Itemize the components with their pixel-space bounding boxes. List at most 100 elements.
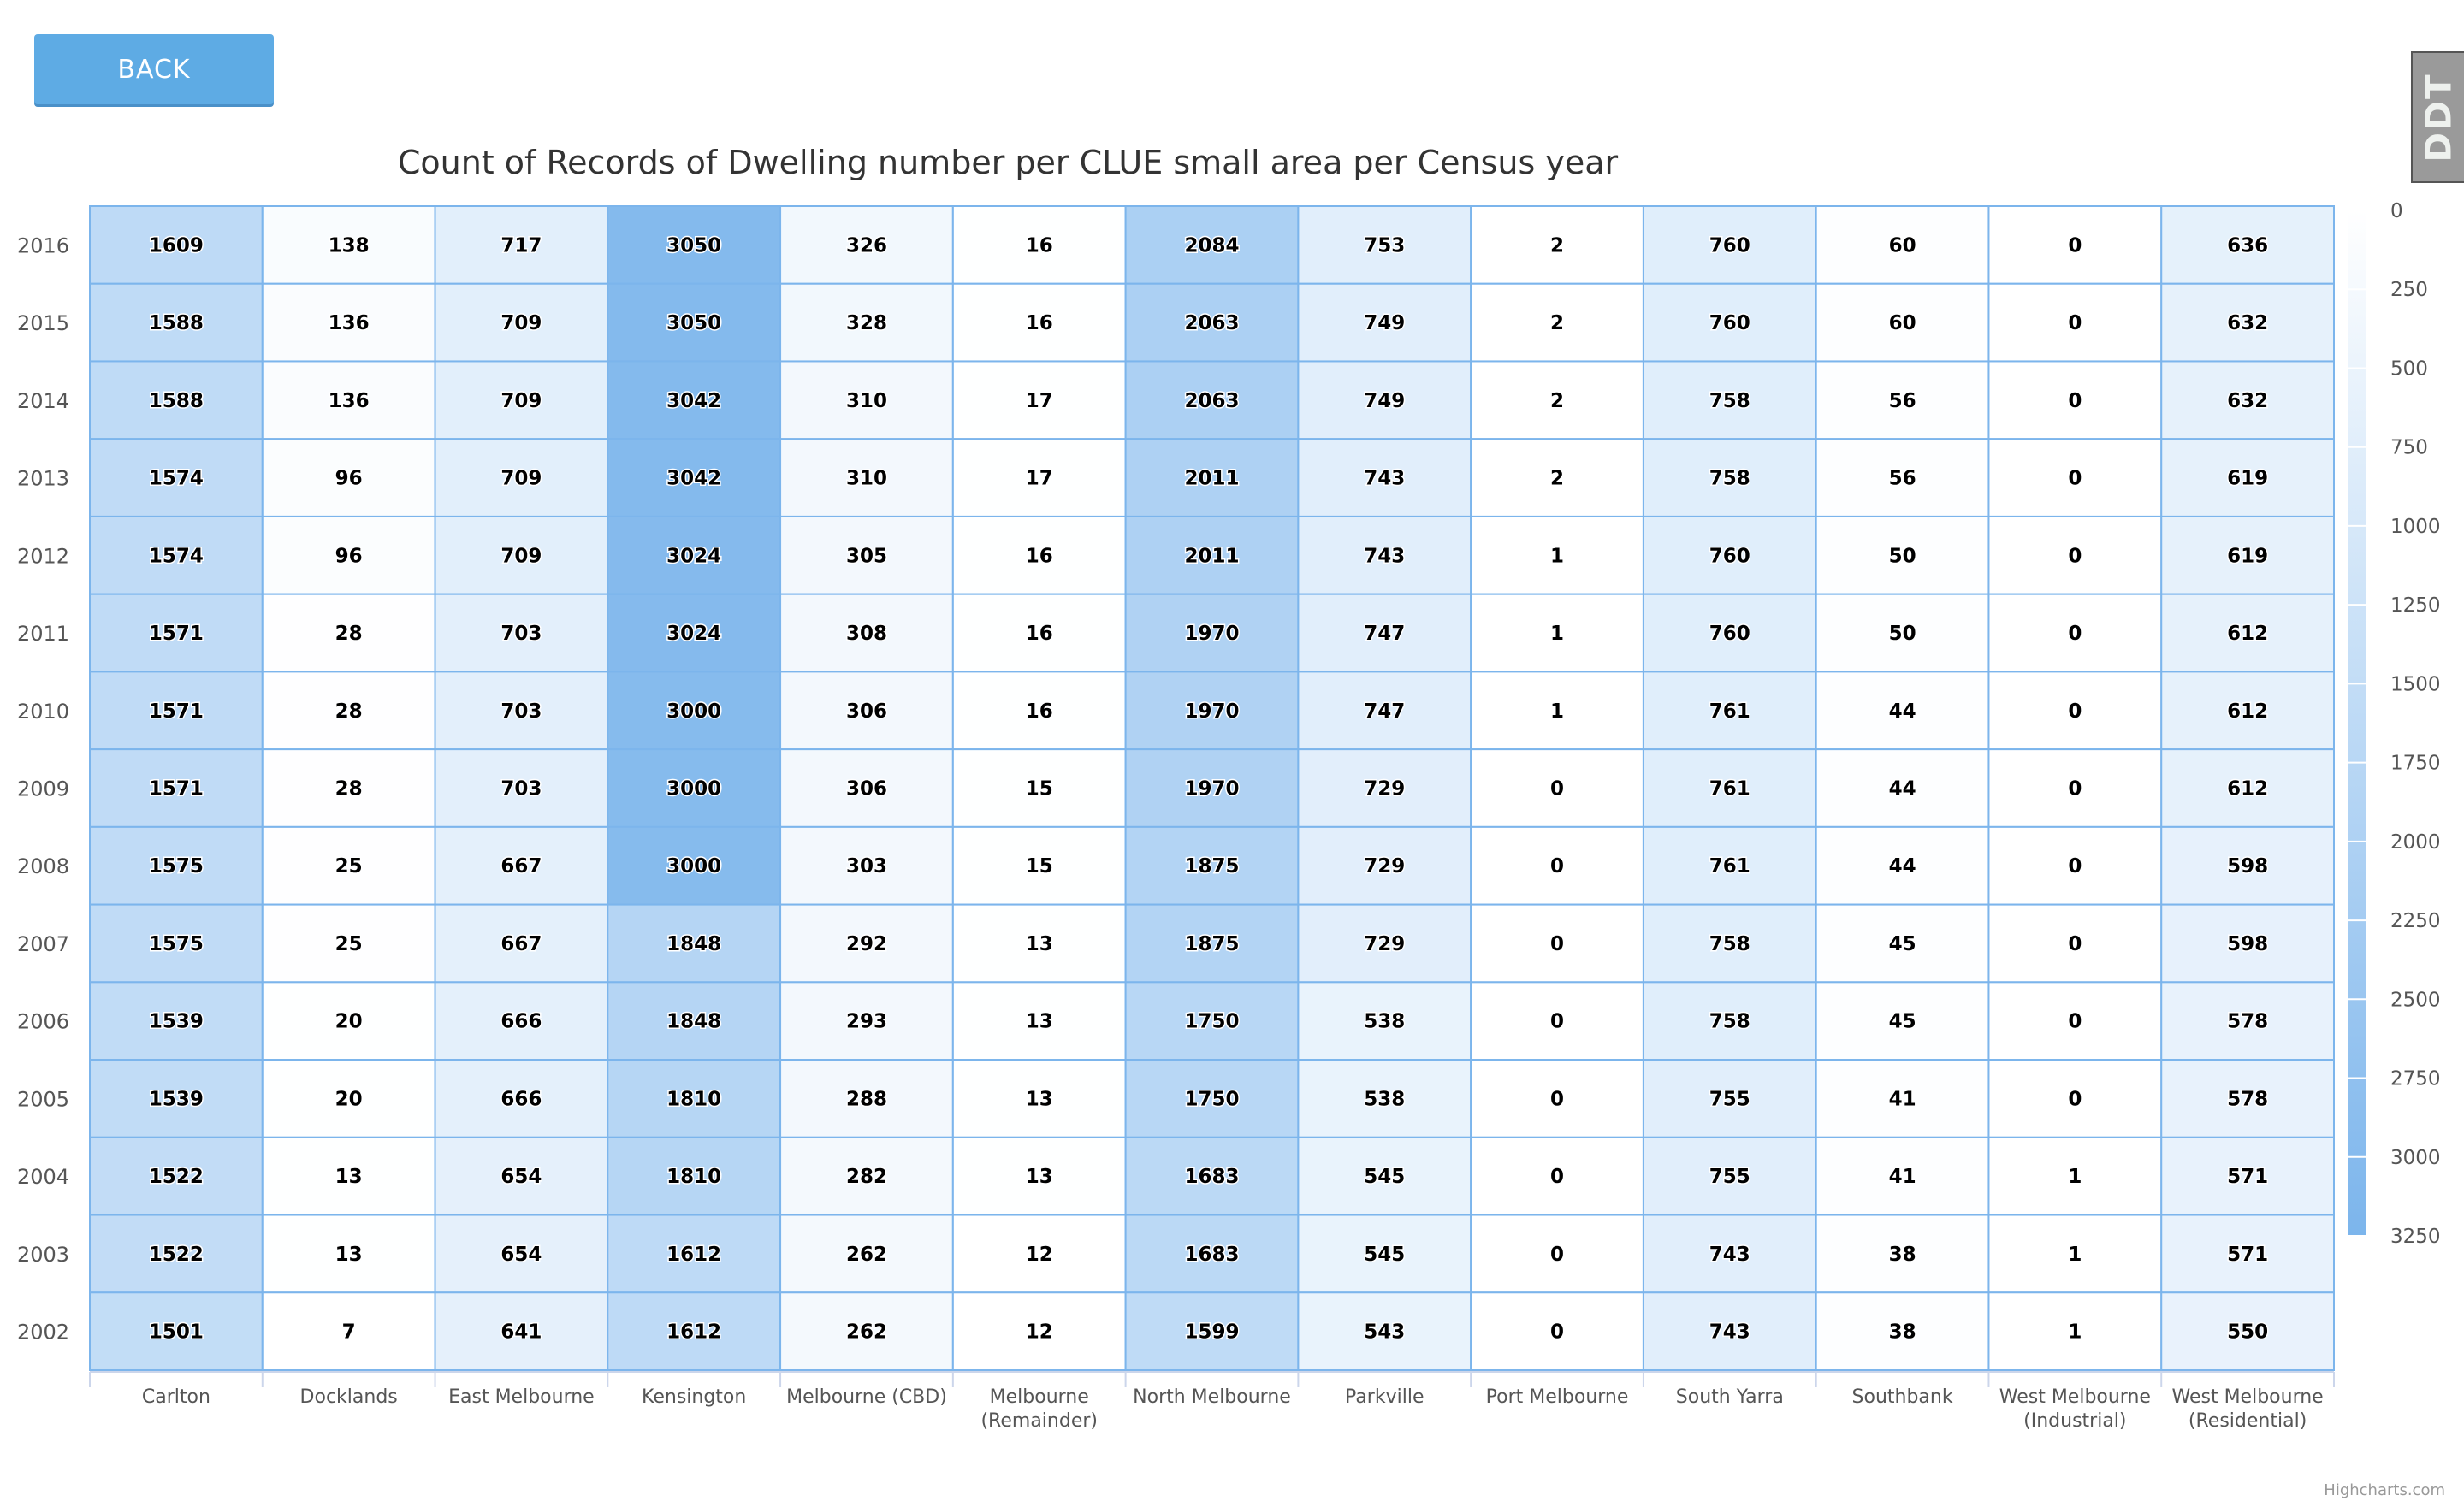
heatmap-cell[interactable] — [779, 825, 954, 906]
heatmap-cell[interactable] — [951, 282, 1127, 363]
heatmap-cell[interactable] — [779, 1059, 954, 1138]
heatmap-cell[interactable] — [89, 593, 264, 673]
heatmap-cell[interactable] — [951, 438, 1127, 517]
heatmap-cell[interactable] — [434, 205, 609, 285]
heatmap-cell[interactable] — [261, 748, 436, 828]
heatmap-cell[interactable] — [1297, 1291, 1472, 1372]
heatmap-cell[interactable] — [261, 903, 436, 984]
heatmap-cell[interactable] — [1642, 1214, 1817, 1294]
heatmap-cell[interactable] — [951, 903, 1127, 984]
heatmap-cell[interactable] — [1297, 825, 1472, 906]
heatmap-cell[interactable] — [1297, 360, 1472, 440]
heatmap-cell[interactable] — [1470, 1214, 1644, 1294]
heatmap-cell[interactable] — [1297, 438, 1472, 517]
heatmap-cell[interactable] — [261, 593, 436, 673]
heatmap-cell[interactable] — [951, 671, 1127, 751]
heatmap-cell[interactable] — [89, 825, 264, 906]
heatmap-cell[interactable] — [607, 593, 782, 673]
heatmap-cell[interactable] — [1470, 438, 1644, 517]
heatmap-cell[interactable] — [1815, 1214, 1990, 1294]
heatmap-cell[interactable] — [951, 515, 1127, 595]
heatmap-cell[interactable] — [1815, 360, 1990, 440]
heatmap-cell[interactable] — [434, 1136, 609, 1216]
heatmap-cell[interactable] — [1297, 1136, 1472, 1216]
heatmap-cell[interactable] — [1642, 671, 1817, 751]
heatmap-cell[interactable] — [2160, 205, 2335, 285]
heatmap-cell[interactable] — [434, 438, 609, 517]
highcharts-credits[interactable]: Highcharts.com — [2324, 1481, 2445, 1499]
heatmap-cell[interactable] — [1815, 825, 1990, 906]
heatmap-cell[interactable] — [1124, 671, 1300, 751]
heatmap-cell[interactable] — [1987, 903, 2163, 984]
heatmap-cell[interactable] — [1124, 1136, 1300, 1216]
heatmap-cell[interactable] — [1124, 593, 1300, 673]
heatmap-cell[interactable] — [1470, 825, 1644, 906]
heatmap-cell[interactable] — [2160, 360, 2335, 440]
heatmap-cell[interactable] — [89, 1136, 264, 1216]
heatmap-cell[interactable] — [607, 515, 782, 595]
heatmap-cell[interactable] — [1987, 1291, 2163, 1372]
heatmap-cell[interactable] — [1987, 515, 2163, 595]
heatmap-cell[interactable] — [89, 515, 264, 595]
heatmap-cell[interactable] — [434, 1059, 609, 1138]
heatmap-cell[interactable] — [1297, 748, 1472, 828]
heatmap-cell[interactable] — [779, 593, 954, 673]
heatmap-cell[interactable] — [779, 748, 954, 828]
heatmap-cell[interactable] — [1470, 1291, 1644, 1372]
heatmap-cell[interactable] — [2160, 903, 2335, 984]
heatmap-cell[interactable] — [1642, 903, 1817, 984]
heatmap-cell[interactable] — [89, 1291, 264, 1372]
heatmap-cell[interactable] — [261, 671, 436, 751]
heatmap-cell[interactable] — [1297, 671, 1472, 751]
heatmap-cell[interactable] — [434, 671, 609, 751]
heatmap-cell[interactable] — [1642, 1059, 1817, 1138]
heatmap-cell[interactable] — [779, 438, 954, 517]
heatmap-cell[interactable] — [1297, 903, 1472, 984]
heatmap-cell[interactable] — [1124, 438, 1300, 517]
heatmap-cell[interactable] — [951, 981, 1127, 1061]
heatmap-cell[interactable] — [1124, 282, 1300, 363]
heatmap-cell[interactable] — [2160, 1059, 2335, 1138]
heatmap-cell[interactable] — [1642, 1291, 1817, 1372]
heatmap-cell[interactable] — [1815, 282, 1990, 363]
heatmap-cell[interactable] — [434, 282, 609, 363]
heatmap-cell[interactable] — [1124, 360, 1300, 440]
heatmap-cell[interactable] — [1815, 748, 1990, 828]
heatmap-cell[interactable] — [434, 825, 609, 906]
heatmap-cell[interactable] — [1815, 1291, 1990, 1372]
heatmap-cell[interactable] — [607, 438, 782, 517]
heatmap-cell[interactable] — [1815, 903, 1990, 984]
heatmap-cell[interactable] — [1470, 515, 1644, 595]
heatmap-cell[interactable] — [2160, 748, 2335, 828]
heatmap-cell[interactable] — [1642, 360, 1817, 440]
heatmap-cell[interactable] — [779, 205, 954, 285]
heatmap-cell[interactable] — [89, 205, 264, 285]
back-button[interactable]: BACK — [34, 34, 274, 104]
heatmap-cell[interactable] — [1815, 593, 1990, 673]
heatmap-cell[interactable] — [607, 1214, 782, 1294]
heatmap-cell[interactable] — [1470, 903, 1644, 984]
heatmap-cell[interactable] — [261, 360, 436, 440]
heatmap-cell[interactable] — [779, 1136, 954, 1216]
heatmap-cell[interactable] — [951, 825, 1127, 906]
heatmap-cell[interactable] — [434, 903, 609, 984]
heatmap-cell[interactable] — [1470, 981, 1644, 1061]
heatmap-cell[interactable] — [1470, 282, 1644, 363]
heatmap-cell[interactable] — [261, 1059, 436, 1138]
heatmap-cell[interactable] — [1987, 981, 2163, 1061]
heatmap-cell[interactable] — [1987, 438, 2163, 517]
heatmap-cell[interactable] — [434, 1291, 609, 1372]
heatmap-cell[interactable] — [2160, 515, 2335, 595]
heatmap-cell[interactable] — [607, 1136, 782, 1216]
heatmap-cell[interactable] — [2160, 671, 2335, 751]
heatmap-cell[interactable] — [2160, 1214, 2335, 1294]
heatmap-cell[interactable] — [607, 282, 782, 363]
heatmap-cell[interactable] — [434, 748, 609, 828]
heatmap-cell[interactable] — [1124, 205, 1300, 285]
heatmap-cell[interactable] — [779, 1291, 954, 1372]
heatmap-cell[interactable] — [1987, 825, 2163, 906]
heatmap-cell[interactable] — [1470, 205, 1644, 285]
heatmap-cell[interactable] — [779, 282, 954, 363]
heatmap-cell[interactable] — [1815, 205, 1990, 285]
heatmap-cell[interactable] — [89, 748, 264, 828]
